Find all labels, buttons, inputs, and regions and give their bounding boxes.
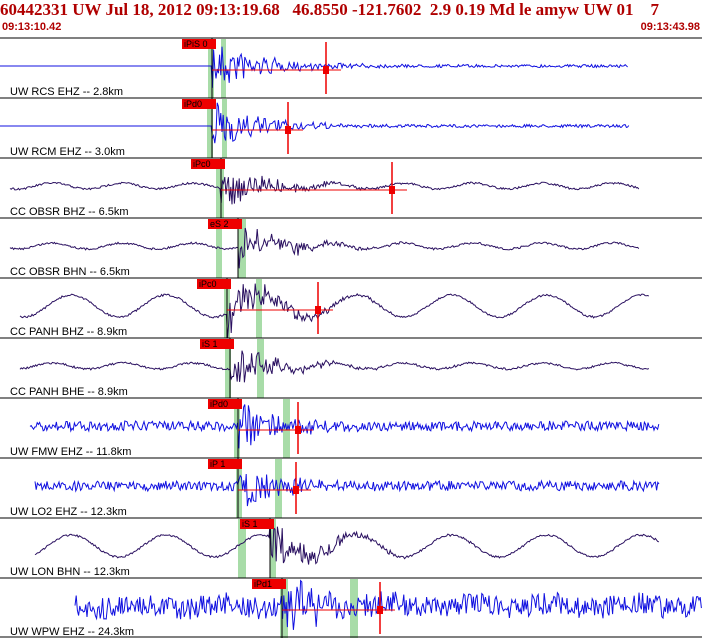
pick-label: iPiS 0 bbox=[184, 39, 208, 49]
window-start-time: 09:13:10.42 bbox=[2, 21, 62, 33]
pick-flag bbox=[182, 39, 216, 49]
event-header: 60442331 UW Jul 18, 2012 09:13:19.68 46.… bbox=[0, 0, 702, 38]
pick-window bbox=[256, 279, 262, 338]
trace-label: CC OBSR BHZ -- 6.5km bbox=[10, 206, 129, 218]
amplitude-dot bbox=[295, 426, 301, 434]
pick-label: iPd0 bbox=[184, 99, 202, 109]
pick-label: iS 1 bbox=[202, 339, 218, 349]
event-title: 60442331 UW Jul 18, 2012 09:13:19.68 46.… bbox=[0, 0, 660, 19]
pick-window bbox=[236, 459, 242, 518]
trace-label: UW LO2 EHZ -- 12.3km bbox=[10, 506, 127, 518]
waveform-trace bbox=[19, 350, 650, 383]
trace-label: CC OBSR BHN -- 6.5km bbox=[10, 266, 130, 278]
amplitude-dot bbox=[323, 66, 329, 74]
pick-label: eS 2 bbox=[210, 219, 229, 229]
pick-flag bbox=[208, 219, 242, 229]
pick-flag bbox=[200, 339, 234, 349]
trace-label: UW RCS EHZ -- 2.8km bbox=[10, 86, 123, 98]
trace-label: CC PANH BHZ -- 8.9km bbox=[10, 326, 127, 338]
pick-window bbox=[257, 339, 264, 398]
trace-label: UW RCM EHZ -- 3.0km bbox=[10, 146, 125, 158]
pick-flag bbox=[182, 99, 216, 109]
pick-flag bbox=[208, 399, 242, 409]
trace-label: UW WPW EHZ -- 24.3km bbox=[10, 626, 134, 638]
amplitude-dot bbox=[285, 126, 291, 134]
pick-window bbox=[280, 579, 288, 638]
trace-label: UW FMW EHZ -- 11.8km bbox=[10, 446, 131, 458]
waveform-trace bbox=[0, 102, 630, 144]
pick-label: iP 1 bbox=[210, 459, 225, 469]
amplitude-dot bbox=[377, 606, 383, 614]
pick-flag bbox=[240, 519, 274, 529]
pick-window bbox=[238, 519, 246, 578]
waveform-trace bbox=[29, 404, 660, 449]
pick-flag bbox=[197, 279, 231, 289]
pick-label: iPd1 bbox=[254, 579, 272, 589]
pick-label: iS 1 bbox=[242, 519, 258, 529]
pick-window bbox=[216, 219, 222, 278]
amplitude-dot bbox=[315, 306, 321, 314]
pick-window bbox=[275, 459, 282, 518]
pick-label: iPd0 bbox=[210, 399, 228, 409]
trace-label: CC PANH BHE -- 8.9km bbox=[10, 386, 128, 398]
waveform-trace bbox=[9, 175, 640, 205]
waveform-trace bbox=[19, 283, 649, 338]
pick-label: iPc0 bbox=[193, 159, 211, 169]
trace-label: UW LON BHN -- 12.3km bbox=[10, 566, 130, 578]
pick-window bbox=[222, 99, 227, 158]
pick-window bbox=[234, 399, 240, 458]
waveform-trace bbox=[0, 46, 628, 88]
amplitude-dot bbox=[389, 186, 395, 194]
waveform-trace bbox=[9, 227, 640, 269]
pick-flag bbox=[208, 459, 242, 469]
pick-flag bbox=[252, 579, 286, 589]
waveform-trace bbox=[34, 473, 660, 507]
window-end-time: 09:13:43.98 bbox=[640, 21, 700, 33]
waveform-trace bbox=[74, 579, 702, 630]
pick-label: iPc0 bbox=[199, 279, 217, 289]
pick-window bbox=[207, 99, 213, 158]
pick-flag bbox=[191, 159, 225, 169]
amplitude-dot bbox=[293, 486, 299, 494]
waveform-trace bbox=[34, 521, 660, 565]
